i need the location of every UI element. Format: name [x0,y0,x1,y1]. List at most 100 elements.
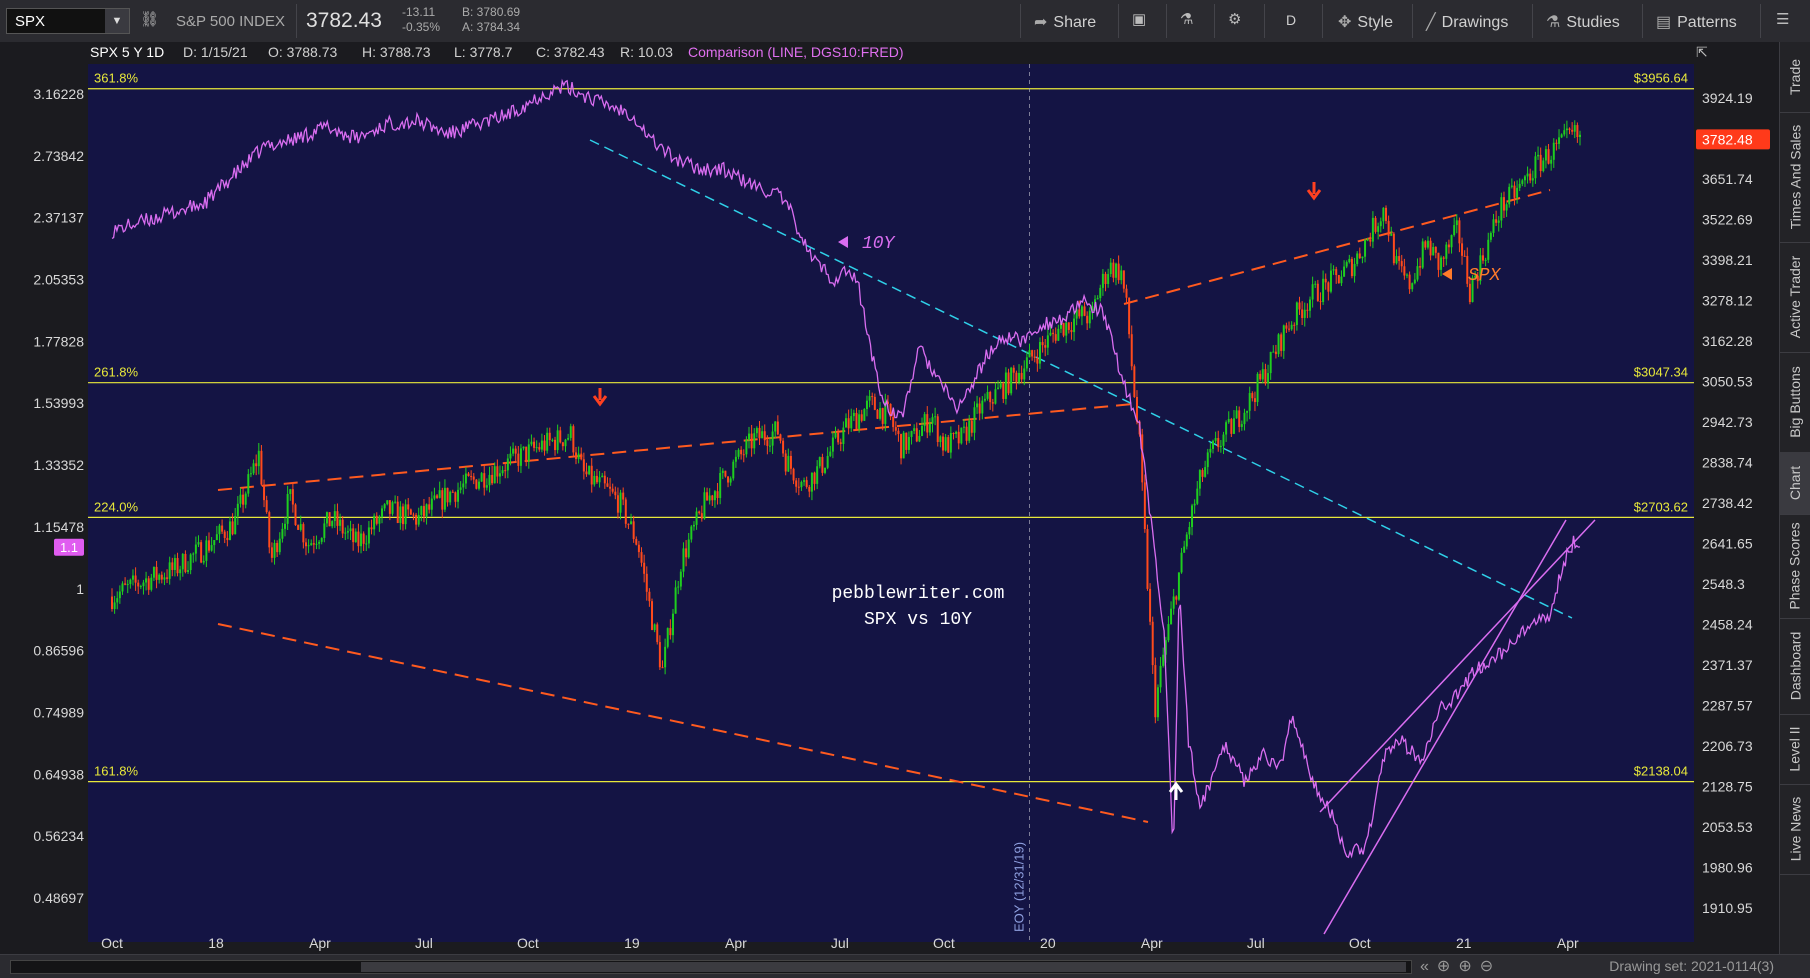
symbol-input[interactable]: SPX ▼ [6,8,130,34]
candle-body [970,420,973,433]
candle-body [850,416,853,429]
scroll-thumb[interactable] [361,962,1406,972]
candle-body [645,573,648,592]
camera-icon[interactable]: ▣ [1132,11,1147,28]
tab-times-and-sales[interactable]: Times And Sales [1780,112,1810,243]
more-icon[interactable]: ☰ [1776,11,1790,28]
candle-body [805,480,808,487]
candle-body [341,519,344,534]
candle-body [1385,207,1388,221]
candle-body [897,430,900,435]
candle-body [373,515,376,530]
candle-body [580,453,583,460]
candle-body [247,474,250,494]
candle-body [1109,262,1112,275]
tab-active-trader[interactable]: Active Trader [1780,242,1810,353]
tab-chart[interactable]: Chart [1780,452,1810,515]
crosshair-icon[interactable]: ⊕ [1436,958,1459,975]
candle-body [1133,366,1136,397]
candle-body [685,548,688,558]
tab-big-buttons[interactable]: Big Buttons [1780,352,1810,453]
candle-body [1369,239,1372,242]
left-axis-tick: 1.53993 [33,395,84,411]
left-axis-tick: 0.56234 [33,828,84,844]
candle-body [1335,269,1338,276]
tab-live-news[interactable]: Live News [1780,784,1810,875]
candle-body [1484,259,1487,261]
candle-body [776,421,779,435]
tab-phase-scores[interactable]: Phase Scores [1780,514,1810,619]
candle-body [711,495,714,501]
candle-body [926,414,929,433]
tab-dashboard[interactable]: Dashboard [1780,618,1810,715]
candle-body [1188,527,1191,535]
candle-body [669,628,672,636]
fib-levels: 361.8% $3956.64 261.8% $3047.34 224.0% $2703.… [88,71,1694,783]
candle-body [955,431,958,434]
left-axis-marker: 1.1 [60,540,78,555]
series-layer [111,78,1581,859]
candle-body [1248,393,1251,411]
x-axis-tick: Apr [1141,935,1163,951]
bar-open: O: 3788.73 [268,44,337,60]
candle-body [648,591,651,602]
share-icon: ➦ [1034,14,1048,31]
left-axis-tick: 1.77828 [33,333,84,349]
divider [1760,4,1761,38]
candle-body [1033,356,1036,358]
tab-trade[interactable]: Trade [1780,42,1810,113]
period-button[interactable]: D [1286,12,1297,28]
drawings-button[interactable]: ╱ Drawings [1426,14,1509,31]
horizontal-scrollbar[interactable] [10,960,1412,974]
zoom-in-icon[interactable]: ⊕ [1458,958,1480,975]
candle-body [1364,240,1367,257]
collapse-icon[interactable]: ⇱ [1696,44,1708,60]
lower-trendline [217,623,1149,823]
chevron-down-icon[interactable]: ▼ [105,9,129,33]
candle-body [210,545,213,551]
tab-level-ii[interactable]: Level II [1780,714,1810,785]
candle-body [1324,278,1327,283]
candle-body [976,403,979,408]
zoom-out-icon[interactable]: ⊖ [1479,958,1502,975]
chevrons-icon[interactable]: « [1420,958,1437,975]
gear-icon[interactable]: ⚙ [1228,11,1242,28]
candle-body [708,495,711,501]
candle-body [535,447,538,449]
pointer-left-icon [1442,268,1452,280]
net-change: -13.11 [402,5,436,19]
flask-icon[interactable]: ⚗ [1180,11,1194,28]
candle-body [352,528,355,543]
link-icon[interactable]: ⛓ [140,11,160,28]
chart-area[interactable]: SPX 5 Y 1D D: 1/15/21 O: 3788.73 H: 3788… [0,42,1780,954]
right-axis-tick: 2641.65 [1702,535,1753,551]
candle-body [396,501,399,523]
label-spx: SPX [1468,266,1502,286]
candle-body [404,504,407,525]
chart-svg[interactable]: SPX 5 Y 1D D: 1/15/21 O: 3788.73 H: 3788… [0,42,1780,954]
candle-body [349,528,352,532]
candle-body [1468,283,1471,303]
candle-body [415,514,418,525]
style-button[interactable]: ✥ Style [1338,14,1393,31]
candle-body [554,439,557,451]
candle-body [121,583,124,592]
candle-body [763,431,766,441]
symbol-text: SPX [15,13,46,30]
candle-body [1458,220,1461,244]
studies-button[interactable]: ⚗ Studies [1546,14,1620,31]
share-button[interactable]: ➦ Share [1034,14,1097,31]
candle-body [1571,129,1574,132]
candle-body [1185,534,1188,547]
candle-body [1555,142,1558,144]
candle-body [506,458,509,471]
arrow-down-icon [1306,182,1322,201]
divider [1166,4,1167,38]
candle-body [1544,149,1547,161]
zoom-controls[interactable]: «⊕⊕⊖ [1420,956,1501,976]
patterns-button[interactable]: ▤ Patterns [1656,14,1737,31]
candle-body [816,466,819,484]
candle-body [176,558,179,574]
arrow-down-icon [592,388,608,407]
candle-body [1023,368,1026,380]
